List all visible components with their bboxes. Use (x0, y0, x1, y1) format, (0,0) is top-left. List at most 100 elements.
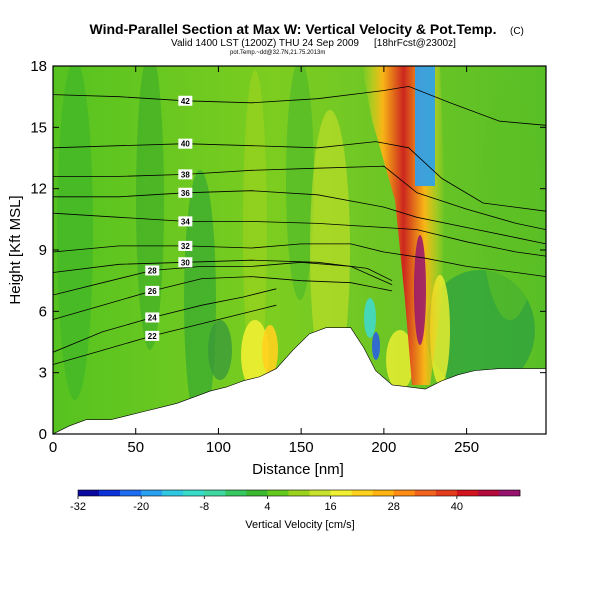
contour-label: 30 (181, 258, 190, 267)
colorbar-tick-label: 16 (324, 501, 336, 513)
colorbar-tick-label: 4 (264, 501, 270, 513)
colorbar-swatch (204, 490, 226, 496)
colorbar-swatch (372, 490, 395, 496)
colorbar-swatch (351, 490, 373, 496)
colorbar-swatch (162, 490, 184, 496)
colorbar-swatch (477, 490, 500, 496)
updraft-core (414, 235, 426, 345)
colorbar-swatch (246, 490, 268, 496)
y-axis-label: Height [Kft MSL] (7, 195, 24, 304)
x-tick-label: 50 (127, 439, 144, 456)
contour-label-bg (178, 169, 193, 180)
chart-subtitle-small: pot.Temp.~dd@32.7N,21.75.2013m (230, 50, 325, 56)
contour-label: 24 (148, 313, 157, 322)
colorbar-swatch (498, 490, 521, 496)
contour-label: 32 (181, 242, 190, 251)
contour-label-bg (145, 285, 160, 296)
colorbar-swatch (456, 490, 479, 496)
plot-area: 22 24 26 28 30 32 34 36 38 40 42 (53, 66, 546, 434)
colorbar-swatch (330, 490, 352, 496)
x-tick-label: 200 (371, 439, 396, 456)
contour-label: 38 (181, 170, 190, 179)
contour-34 (53, 212, 546, 257)
field-patch (243, 70, 267, 390)
field-patch (262, 325, 278, 375)
contour-30 (53, 259, 393, 282)
field-patch (57, 66, 93, 400)
contour-label: 36 (181, 189, 190, 198)
colorbar-tick-label: -20 (133, 501, 149, 513)
contour-24 (53, 288, 277, 353)
contour-42 (53, 85, 546, 126)
colorbar-tick-label: -32 (70, 501, 86, 513)
field-patch (372, 332, 380, 360)
x-tick-label: 250 (454, 439, 479, 456)
contour-label-bg (145, 330, 160, 341)
contour-label-bg (145, 312, 160, 323)
y-tick-label: 6 (39, 303, 47, 320)
terrain-mask (53, 327, 546, 434)
field-patch (310, 110, 350, 390)
colorbar-swatch (309, 490, 331, 496)
contour-label: 34 (181, 217, 190, 226)
colorbar-swatch (99, 490, 121, 496)
contour-label: 28 (148, 266, 157, 275)
contour-label-bg (178, 95, 193, 106)
y-tick-label: 12 (30, 181, 47, 198)
y-tick-label: 15 (30, 119, 47, 136)
colorbar-label: Vertical Velocity [cm/s] (245, 519, 354, 531)
contour-38 (53, 165, 546, 230)
field-patch (480, 80, 540, 320)
velocity-field (57, 66, 540, 430)
contour-label-bg (178, 138, 193, 149)
chart-subtitle-valid: Valid 1400 LST (1200Z) THU 24 Sep 2009 (171, 38, 359, 49)
colorbar-swatch (288, 490, 310, 496)
field-patch (241, 320, 269, 390)
contour-label: 40 (181, 140, 190, 149)
contour-26 (53, 276, 393, 320)
field-patch (184, 170, 216, 430)
colorbar-tick-label: 28 (388, 501, 400, 513)
copyright-mark: (C) (510, 26, 524, 37)
contour-label-bg (178, 240, 193, 251)
colorbar: -32 -20 -8 4 16 28 40 (70, 489, 521, 513)
contour-label-bg (178, 257, 193, 268)
field-patch (286, 66, 314, 300)
field-patch (136, 66, 164, 350)
contour-22 (53, 304, 277, 365)
contour-40 (53, 141, 546, 212)
chart-title: Wind-Parallel Section at Max W: Vertical… (89, 21, 496, 37)
colorbar-swatch (393, 490, 416, 496)
colorbar-swatch (414, 490, 437, 496)
x-tick-label: 100 (206, 439, 231, 456)
y-tick-label: 9 (39, 242, 47, 259)
colorbar-swatch (78, 490, 100, 496)
field-patch (364, 298, 376, 338)
chart-subtitle-forecast: [18hrFcst@2300z] (374, 38, 456, 49)
contour-label-bg (178, 187, 193, 198)
y-tick-label: 0 (39, 426, 47, 443)
colorbar-swatch (120, 490, 142, 496)
downdraft-band (415, 66, 435, 186)
x-axis-label: Distance [nm] (252, 461, 344, 478)
contour-label-bg (145, 265, 160, 276)
field-patch (386, 330, 414, 390)
colorbar-swatch (435, 490, 458, 496)
colorbar-swatch (225, 490, 247, 496)
colorbar-tick-label: 40 (451, 501, 463, 513)
colorbar-swatch (267, 490, 289, 496)
contour-36 (53, 190, 546, 245)
x-tick-label: 150 (289, 439, 314, 456)
contour-label: 26 (148, 287, 157, 296)
colorbar-swatch (183, 490, 205, 496)
x-axis: 0 50 100 150 200 250 (49, 66, 479, 456)
contour-label: 42 (181, 97, 190, 106)
contour-32 (53, 243, 546, 277)
colorbar-tick-label: -8 (199, 501, 209, 513)
pot-temp-contours: 22 24 26 28 30 32 34 36 38 40 42 (53, 85, 546, 365)
colorbar-swatch (141, 490, 163, 496)
y-tick-label: 3 (39, 365, 47, 382)
x-tick-label: 0 (49, 439, 57, 456)
